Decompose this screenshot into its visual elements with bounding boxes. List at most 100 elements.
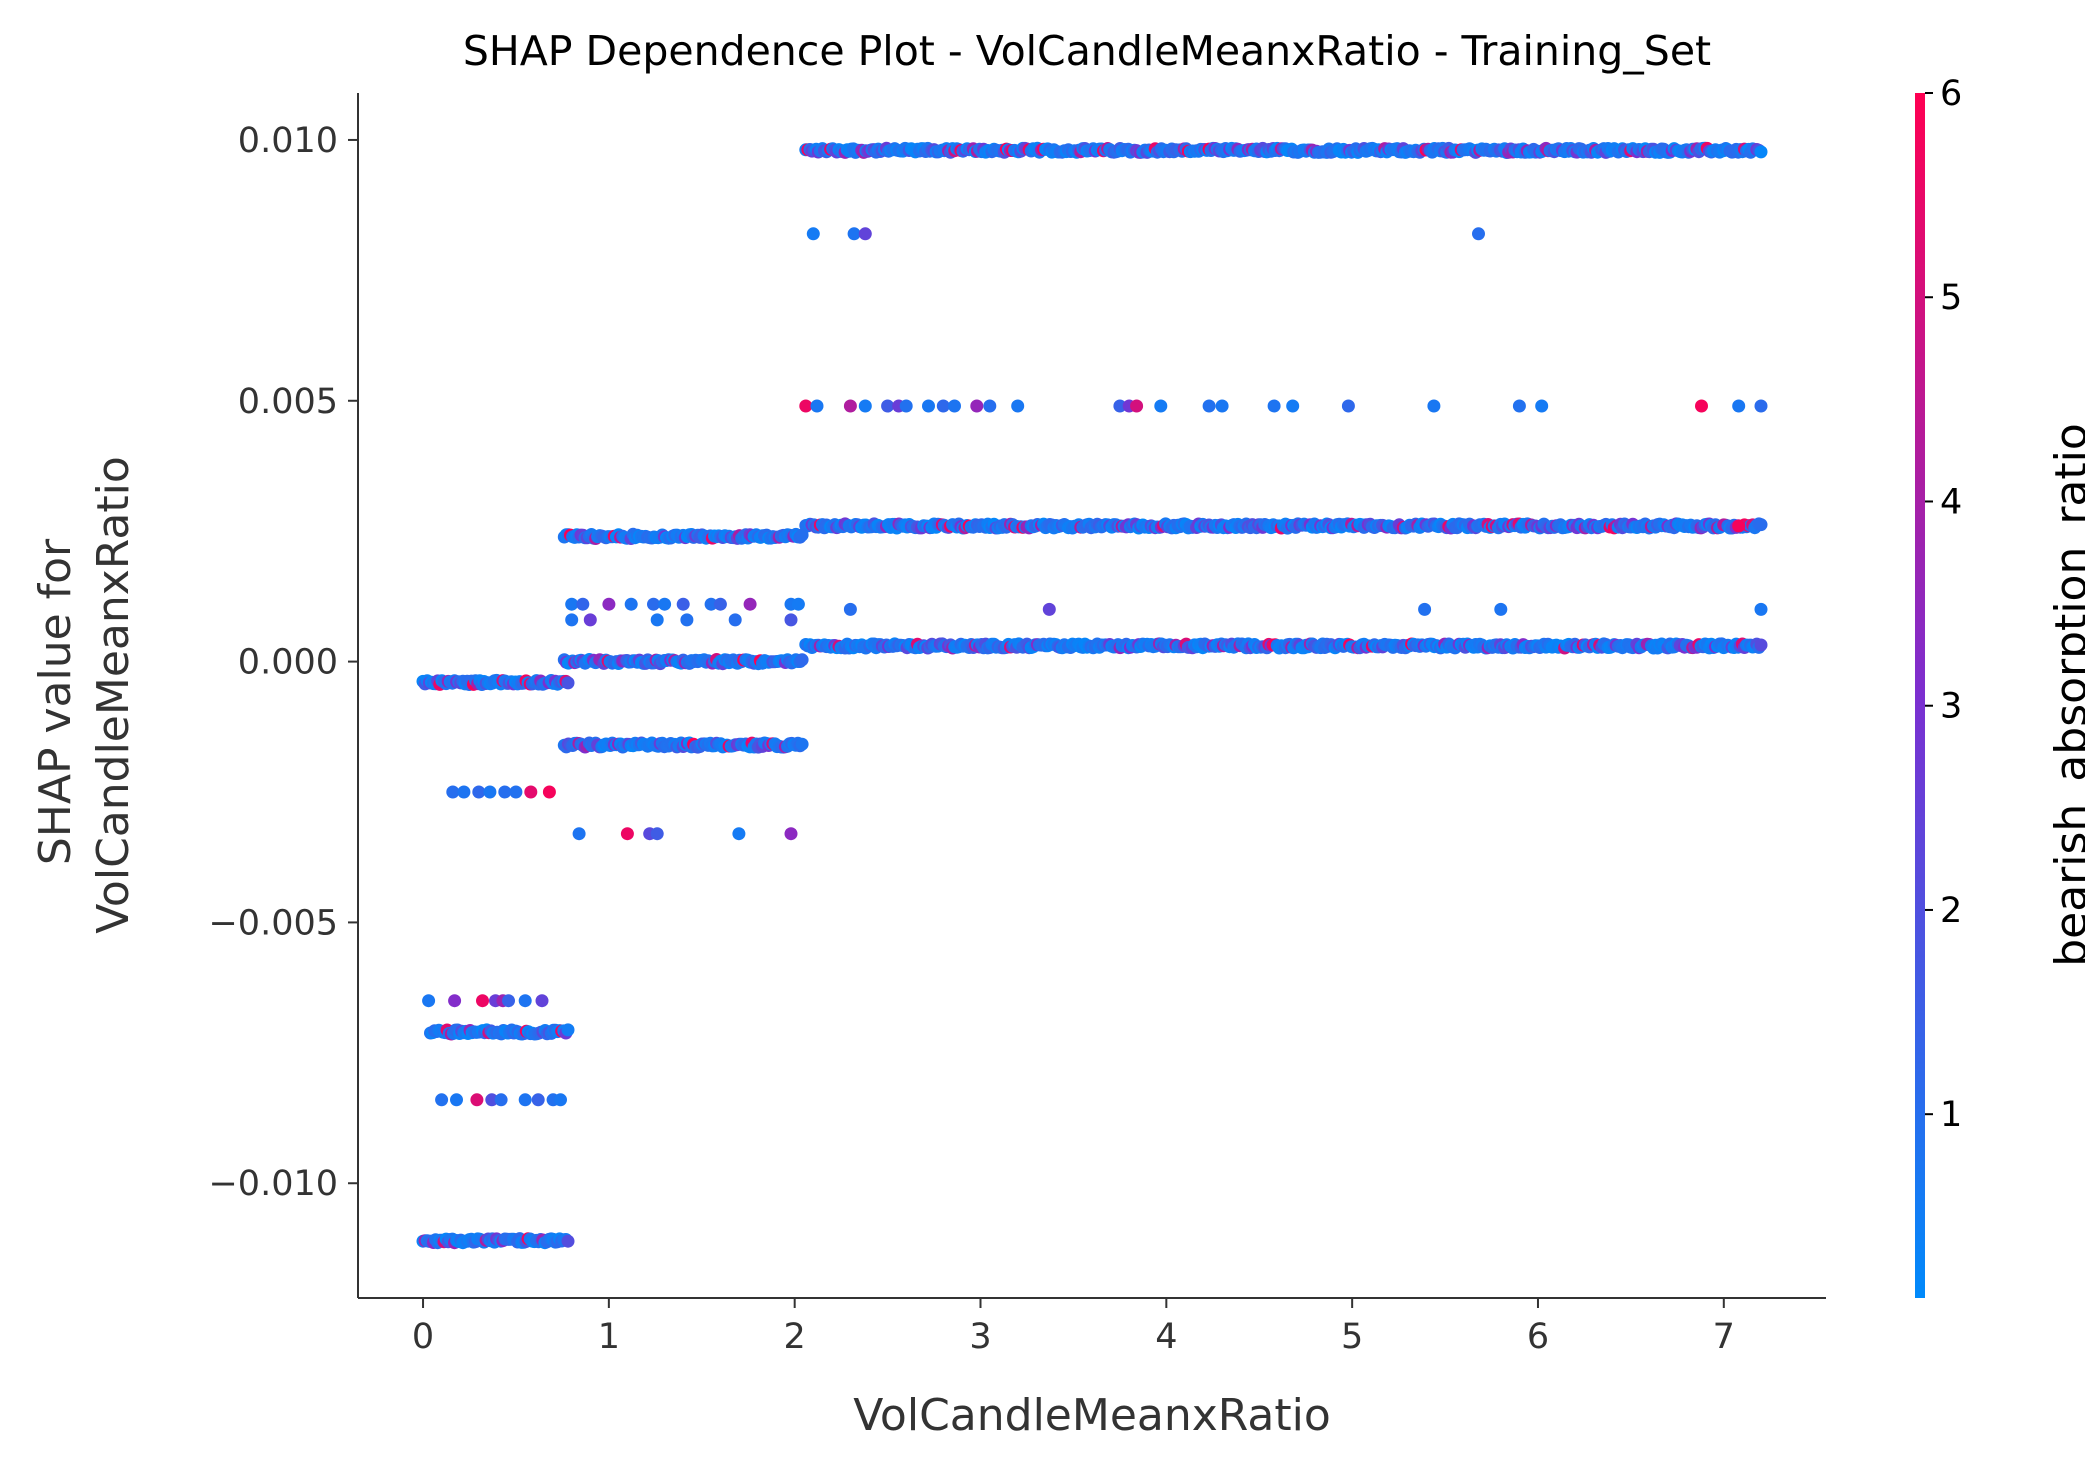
scatter-point xyxy=(450,1093,463,1107)
x-ticks: 0 1 2 3 4 5 6 7 xyxy=(412,1298,1735,1357)
scatter-point xyxy=(1286,399,1300,413)
scatter-point xyxy=(1418,602,1432,616)
scatter-point xyxy=(806,227,820,241)
scatter-point xyxy=(485,1093,499,1107)
colorbar-tick-label: 3 xyxy=(1940,687,1962,727)
scatter-point xyxy=(446,785,460,799)
band-point xyxy=(795,528,809,542)
scatter-point xyxy=(565,597,579,611)
axes xyxy=(357,93,1826,1299)
scatter-point xyxy=(448,994,462,1008)
scatter-point xyxy=(531,1093,545,1107)
scatter-point xyxy=(494,1093,508,1107)
scatter-point xyxy=(483,785,497,799)
x-tick-label: 6 xyxy=(1527,1317,1549,1357)
scatter-point xyxy=(602,597,616,611)
y-tick-label: 0.000 xyxy=(238,643,338,683)
scatter-point xyxy=(583,613,597,627)
scatter-point xyxy=(535,994,549,1008)
band-point xyxy=(1754,518,1768,532)
scatter-point xyxy=(1042,602,1056,616)
chart-title: SHAP Dependence Plot - VolCandleMeanxRat… xyxy=(463,27,1711,75)
scatter-point xyxy=(576,597,590,611)
scatter-point xyxy=(565,613,579,627)
y-axis-label-line-2: VolCandleMeanxRatio xyxy=(88,456,139,934)
scatter-point xyxy=(472,785,486,799)
scatter-point xyxy=(502,994,515,1008)
scatter-point xyxy=(658,597,672,611)
scatter-point xyxy=(620,827,634,841)
y-axis-label-line-1: SHAP value for xyxy=(30,538,81,865)
scatter-point xyxy=(970,399,984,413)
colorbar-tick-label: 5 xyxy=(1940,278,1962,318)
x-tick-label: 3 xyxy=(969,1317,991,1357)
scatter-point xyxy=(847,227,861,241)
scatter-point xyxy=(524,785,538,799)
band-point xyxy=(561,1023,575,1037)
scatter-point xyxy=(542,785,556,799)
scatter-point xyxy=(983,399,997,413)
scatter-point xyxy=(728,613,742,627)
scatter-point xyxy=(858,399,872,413)
scatter-point xyxy=(676,597,690,611)
scatter-point xyxy=(554,1093,567,1107)
scatter-point xyxy=(1494,602,1508,616)
scatter-point xyxy=(843,602,857,616)
scatter-point xyxy=(476,994,489,1008)
x-tick-label: 7 xyxy=(1713,1317,1735,1357)
band-point xyxy=(1754,145,1768,159)
x-tick-label: 5 xyxy=(1341,1317,1363,1357)
scatter-point xyxy=(858,227,872,241)
band-point xyxy=(1754,638,1768,652)
scatter-point xyxy=(498,785,512,799)
colorbar-tick-label: 4 xyxy=(1940,482,1962,522)
scatter-point xyxy=(1130,399,1144,413)
scatter-point xyxy=(732,827,746,841)
y-tick-label: −0.010 xyxy=(208,1164,338,1204)
scatter-point xyxy=(784,613,798,627)
scatter-point xyxy=(713,597,727,611)
scatter-point xyxy=(435,1093,449,1107)
scatter-point xyxy=(572,827,586,841)
scatter-point xyxy=(1341,399,1355,413)
band-point xyxy=(561,1234,575,1248)
scatter-point xyxy=(650,827,664,841)
colorbar-tick-label: 1 xyxy=(1940,1095,1962,1135)
scatter-point xyxy=(1512,399,1526,413)
scatter-point xyxy=(647,597,660,611)
y-axis-label: SHAP value for VolCandleMeanxRatio xyxy=(30,456,139,934)
scatter-point xyxy=(1732,399,1746,413)
scatter-point xyxy=(1535,399,1549,413)
scatter-point xyxy=(1011,399,1025,413)
y-tick-label: −0.005 xyxy=(208,903,338,943)
x-tick-label: 2 xyxy=(784,1317,806,1357)
scatter-point xyxy=(843,399,857,413)
scatter-point xyxy=(1215,399,1229,413)
scatter-point xyxy=(799,399,813,413)
scatter-point xyxy=(936,399,950,413)
scatter-point xyxy=(1267,399,1281,413)
scatter-point xyxy=(704,597,718,611)
scatter-point xyxy=(1754,399,1768,413)
x-tick-label: 1 xyxy=(598,1317,620,1357)
colorbar-tick-label: 2 xyxy=(1940,891,1962,931)
x-tick-label: 0 xyxy=(412,1317,434,1357)
scatter-point xyxy=(509,785,523,799)
colorbar-tick-label: 6 xyxy=(1940,74,1962,114)
colorbar-ticks: 1 2 3 4 5 6 xyxy=(1925,74,1962,1135)
scatter-point xyxy=(457,785,471,799)
x-axis-label: VolCandleMeanxRatio xyxy=(853,1390,1331,1441)
colorbar xyxy=(1915,93,1925,1298)
scatter-point xyxy=(743,597,757,611)
scatter-point xyxy=(422,994,436,1008)
scatter-point xyxy=(810,399,824,413)
scatter-point xyxy=(791,597,805,611)
scatter-point xyxy=(518,1093,532,1107)
scatter-point xyxy=(1472,227,1485,241)
scatter-point xyxy=(650,613,664,627)
scatter-point xyxy=(784,827,798,841)
band-point xyxy=(795,653,809,667)
scatter-point xyxy=(1695,399,1708,413)
scatter-point xyxy=(1732,519,1746,533)
